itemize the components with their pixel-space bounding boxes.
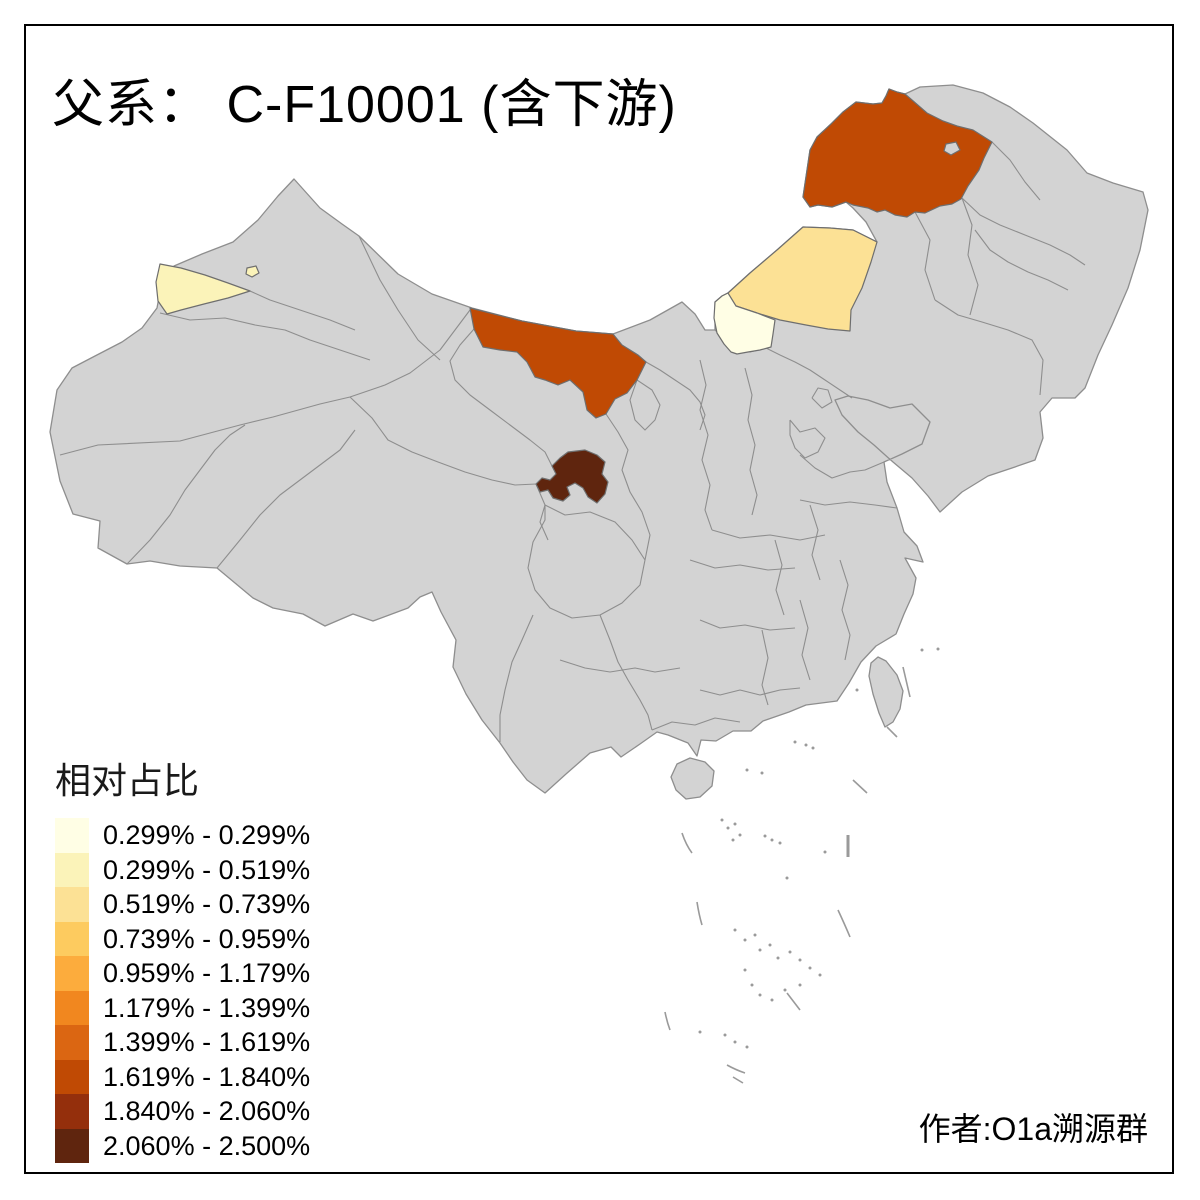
legend-row: 2.060% - 2.500% <box>55 1128 311 1163</box>
map-region-far-northeast <box>802 88 993 218</box>
hainan-island <box>670 757 715 800</box>
legend-swatch <box>55 956 89 991</box>
legend-label: 1.840% - 2.060% <box>103 1096 311 1126</box>
mainland-outline <box>49 84 1149 794</box>
legend-row: 1.399% - 1.619% <box>55 1025 310 1060</box>
legend-label: 0.299% - 0.519% <box>103 854 311 885</box>
legend-label: 0.959% - 1.179% <box>103 958 311 988</box>
legend-row: 0.959% - 1.179% <box>55 956 310 991</box>
map-region-north-central <box>469 307 647 419</box>
legend-row: 0.739% - 0.959% <box>55 921 311 956</box>
legend-swatch <box>55 818 89 853</box>
legend-label: 1.619% - 1.840% <box>103 1061 311 1092</box>
legend-label: 2.060% - 2.500% <box>103 1130 311 1161</box>
legend-label: 0.519% - 0.739% <box>103 889 311 919</box>
legend-row: 1.179% - 1.399% <box>55 990 311 1025</box>
legend-row: 1.619% - 1.840% <box>55 1059 311 1094</box>
map-region-northwest-wedge <box>155 263 251 315</box>
legend-label: 1.399% - 1.619% <box>103 1027 311 1057</box>
legend-row: 0.299% - 0.519% <box>55 852 311 887</box>
map-base-layer <box>49 84 1149 800</box>
map-legend: 相对占比 0.299% - 0.299% 0.299% - 0.519% 0.5… <box>55 752 310 1163</box>
islet-dots <box>698 647 940 1049</box>
legend-row: 0.519% - 0.739% <box>55 887 310 922</box>
highlighted-regions <box>155 88 993 504</box>
legend-title: 相对占比 <box>55 760 200 801</box>
page-title: 父系： C-F10001 (含下游) <box>52 76 677 134</box>
attribution-text: 作者:O1a溯源群 <box>918 1111 1148 1147</box>
map-region-center-dark <box>535 449 609 504</box>
legend-row: 0.299% - 0.299% <box>55 818 310 853</box>
legend-swatch <box>55 1025 89 1060</box>
legend-swatch <box>55 990 89 1025</box>
legend-label: 0.299% - 0.299% <box>103 820 311 850</box>
legend-swatch <box>55 1059 89 1094</box>
legend-row: 1.840% - 2.060% <box>55 1094 310 1129</box>
legend-label: 1.179% - 1.399% <box>103 992 311 1023</box>
legend-swatch <box>55 1094 89 1129</box>
legend-swatch <box>55 852 89 887</box>
taiwan-island <box>868 656 904 728</box>
legend-swatch <box>55 921 89 956</box>
south-china-sea-marks <box>664 647 940 1084</box>
legend-label: 0.739% - 0.959% <box>103 923 311 954</box>
figure-frame <box>24 24 1174 1174</box>
map-region-northwest-speck <box>245 265 260 278</box>
internal-boundaries <box>59 141 1086 742</box>
legend-swatch <box>55 887 89 922</box>
map-region-north-pale <box>713 292 776 355</box>
legend-swatch <box>55 1128 89 1163</box>
